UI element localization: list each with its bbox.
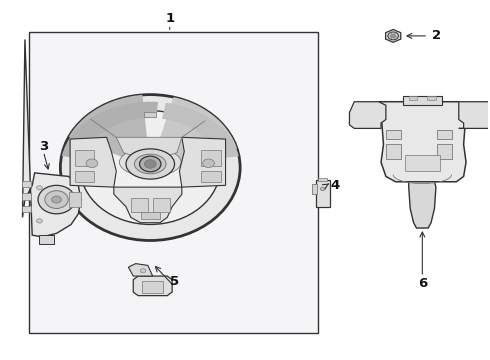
Text: 3: 3 (39, 140, 48, 153)
Bar (437, 130, 452, 139)
Ellipse shape (80, 111, 220, 224)
Polygon shape (23, 40, 81, 237)
Bar (386, 144, 401, 159)
Circle shape (145, 160, 156, 168)
Polygon shape (128, 264, 153, 276)
Text: 4: 4 (330, 179, 340, 192)
Polygon shape (459, 102, 490, 129)
Ellipse shape (126, 149, 174, 179)
Ellipse shape (134, 154, 166, 174)
Bar (145, 112, 156, 117)
Bar (29, 32, 318, 333)
Polygon shape (386, 30, 401, 42)
Ellipse shape (60, 95, 240, 240)
Bar (23, 193, 31, 199)
Ellipse shape (320, 187, 325, 191)
Ellipse shape (391, 34, 395, 38)
Wedge shape (162, 103, 239, 159)
Bar (318, 178, 327, 181)
Bar (409, 96, 417, 100)
Ellipse shape (86, 159, 98, 167)
Bar (386, 130, 401, 139)
Ellipse shape (51, 196, 61, 203)
Ellipse shape (45, 191, 68, 208)
Text: 1: 1 (165, 12, 174, 24)
Text: 6: 6 (417, 277, 427, 290)
Polygon shape (150, 97, 237, 167)
Bar (405, 155, 441, 171)
Polygon shape (179, 137, 225, 187)
Bar (75, 150, 95, 166)
Ellipse shape (120, 148, 181, 176)
Bar (201, 171, 220, 182)
Bar (142, 281, 163, 293)
Ellipse shape (388, 32, 398, 40)
Bar (40, 235, 54, 244)
Bar (437, 144, 452, 159)
Bar (131, 198, 148, 212)
Bar (69, 193, 81, 207)
Ellipse shape (37, 186, 43, 190)
Polygon shape (409, 182, 436, 228)
Bar (317, 180, 330, 207)
Ellipse shape (37, 219, 43, 223)
Bar (403, 96, 442, 105)
Polygon shape (114, 187, 182, 223)
Bar (312, 184, 318, 194)
Ellipse shape (140, 269, 146, 273)
Polygon shape (379, 102, 466, 182)
Wedge shape (62, 102, 158, 159)
Polygon shape (70, 137, 116, 187)
Bar (23, 206, 31, 212)
Bar (23, 181, 31, 187)
Polygon shape (116, 137, 182, 159)
Text: 5: 5 (170, 275, 179, 288)
Ellipse shape (203, 159, 215, 167)
Bar (153, 198, 170, 212)
Bar (75, 171, 95, 182)
Ellipse shape (38, 185, 75, 214)
Polygon shape (349, 102, 386, 129)
Circle shape (140, 156, 161, 172)
Polygon shape (69, 95, 150, 167)
Bar (427, 96, 436, 100)
Bar (201, 150, 220, 166)
Polygon shape (133, 276, 172, 296)
Bar (141, 212, 160, 219)
Text: 2: 2 (432, 30, 441, 42)
